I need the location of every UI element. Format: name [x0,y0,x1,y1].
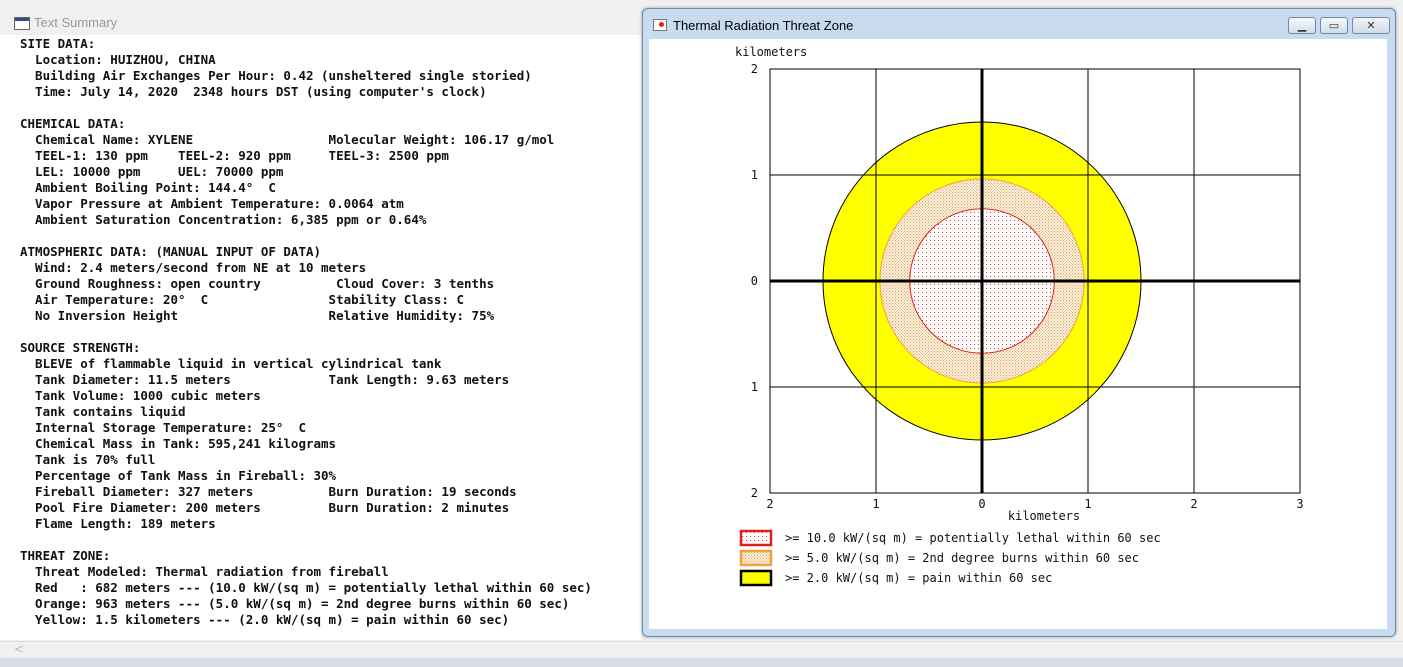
scroll-left-arrow-icon[interactable]: < [14,642,25,656]
window-icon [14,17,30,30]
minimize-button[interactable]: ▁ [1288,17,1316,34]
summary-line: Tank contains liquid [20,404,186,419]
x-tick-label: 2 [1190,497,1197,511]
x-tick-label: 1 [1084,497,1091,511]
legend-label-orange: >= 5.0 kW/(sq m) = 2nd degree burns with… [785,551,1139,565]
summary-line: THREAT ZONE: [20,548,111,563]
summary-line: Orange: 963 meters --- (5.0 kW/(sq m) = … [20,596,570,611]
summary-line: Tank is 70% full [20,452,156,467]
summary-line: Yellow: 1.5 kilometers --- (2.0 kW/(sq m… [20,612,510,627]
horizontal-scrollbar[interactable]: < [0,641,1403,659]
threat-zone-title: Thermal Radiation Threat Zone [673,18,854,33]
summary-line: SOURCE STRENGTH: [20,340,141,355]
maximize-button[interactable]: ▭ [1320,17,1348,34]
legend-label-red: >= 10.0 kW/(sq m) = potentially lethal w… [785,531,1161,545]
summary-line: Ambient Boiling Point: 144.4° C [20,180,276,195]
summary-line: SITE DATA: [20,36,96,51]
summary-line: No Inversion Height Relative Humidity: 7… [20,308,495,323]
summary-line: Tank Diameter: 11.5 meters Tank Length: … [20,372,510,387]
summary-line: Ambient Saturation Concentration: 6,385 … [20,212,427,227]
y-tick-label: 1 [751,168,758,182]
x-tick-label: 1 [872,497,879,511]
summary-line: Internal Storage Temperature: 25° C [20,420,306,435]
summary-line: Time: July 14, 2020 2348 hours DST (usin… [20,84,487,99]
summary-line: Red : 682 meters --- (10.0 kW/(sq m) = p… [20,580,592,595]
summary-line: TEEL-1: 130 ppm TEEL-2: 920 ppm TEEL-3: … [20,148,449,163]
summary-line: Percentage of Tank Mass in Fireball: 30% [20,468,337,483]
y-tick-label: 2 [751,486,758,500]
bottom-strip [0,658,1403,667]
y-tick-label: 1 [751,380,758,394]
x-axis-unit-label: kilometers [1008,509,1080,523]
summary-line: Wind: 2.4 meters/second from NE at 10 me… [20,260,367,275]
text-summary-title: Text Summary [34,15,118,30]
summary-line: Chemical Mass in Tank: 595,241 kilograms [20,436,337,451]
summary-line: Threat Modeled: Thermal radiation from f… [20,564,389,579]
maximize-icon: ▭ [1328,19,1340,32]
summary-line: Flame Length: 189 meters [20,516,216,531]
summary-line: Ground Roughness: open country Cloud Cov… [20,276,495,291]
app-icon [653,19,667,31]
summary-line: Location: HUIZHOU, CHINA [20,52,216,67]
summary-line: CHEMICAL DATA: [20,116,126,131]
summary-line: Vapor Pressure at Ambient Temperature: 0… [20,196,404,211]
close-icon: ✕ [1366,19,1376,32]
threat-zone-window: Thermal Radiation Threat Zone ▁ ▭ ✕ kilo… [642,8,1396,637]
threat-zone-titlebar[interactable]: Thermal Radiation Threat Zone ▁ ▭ ✕ [643,9,1395,37]
legend-swatch-orange [739,549,773,567]
minimize-icon: ▁ [1297,19,1307,32]
x-tick-label: 3 [1296,497,1303,511]
y-tick-label: 2 [751,62,758,76]
summary-line: Chemical Name: XYLENE Molecular Weight: … [20,132,555,147]
summary-line: Air Temperature: 20° C Stability Class: … [20,292,465,307]
summary-line: Tank Volume: 1000 cubic meters [20,388,261,403]
text-summary-body[interactable]: SITE DATA: Location: HUIZHOU, CHINA Buil… [0,35,641,640]
summary-line: ATMOSPHERIC DATA: (MANUAL INPUT OF DATA) [20,244,322,259]
x-tick-label: 2 [766,497,773,511]
legend-swatch-red [739,529,773,547]
summary-line: Pool Fire Diameter: 200 meters Burn Dura… [20,500,510,515]
y-axis-unit-label: kilometers [735,45,807,59]
threat-zone-plot-area: kilometers kilometers 2 1 0 1 2 2 1 0 1 2 3 >= 10.0 … [649,39,1387,629]
summary-line: Building Air Exchanges Per Hour: 0.42 (u… [20,68,532,83]
x-tick-label: 0 [978,497,985,511]
y-tick-label: 0 [751,274,758,288]
summary-line: BLEVE of flammable liquid in vertical cy… [20,356,442,371]
close-button[interactable]: ✕ [1352,17,1390,34]
legend-swatch-yellow [739,569,773,587]
summary-line: Fireball Diameter: 327 meters Burn Durat… [20,484,517,499]
text-summary-titlebar[interactable]: Text Summary [0,12,640,34]
legend-label-yellow: >= 2.0 kW/(sq m) = pain within 60 sec [785,571,1052,585]
summary-line: LEL: 10000 ppm UEL: 70000 ppm [20,164,284,179]
